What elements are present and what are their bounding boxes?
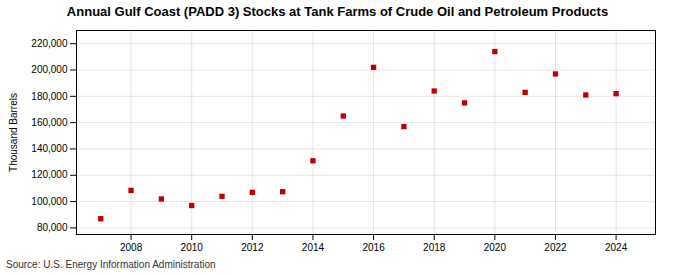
svg-text:Thousand Barrels: Thousand Barrels xyxy=(8,93,19,172)
svg-text:200,000: 200,000 xyxy=(31,64,68,75)
svg-text:2010: 2010 xyxy=(181,242,204,253)
svg-text:100,000: 100,000 xyxy=(31,196,68,207)
svg-text:2018: 2018 xyxy=(423,242,446,253)
svg-text:180,000: 180,000 xyxy=(31,91,68,102)
svg-text:140,000: 140,000 xyxy=(31,143,68,154)
svg-text:160,000: 160,000 xyxy=(31,117,68,128)
svg-text:80,000: 80,000 xyxy=(37,222,68,233)
svg-text:2008: 2008 xyxy=(120,242,143,253)
svg-text:120,000: 120,000 xyxy=(31,169,68,180)
svg-text:2020: 2020 xyxy=(484,242,507,253)
svg-text:2014: 2014 xyxy=(302,242,325,253)
svg-text:2024: 2024 xyxy=(605,242,628,253)
svg-text:2022: 2022 xyxy=(544,242,567,253)
svg-text:2016: 2016 xyxy=(362,242,385,253)
svg-text:220,000: 220,000 xyxy=(31,38,68,49)
svg-text:2012: 2012 xyxy=(241,242,264,253)
html-text:Annual Gulf Coast (PADD 3) Sto: Annual Gulf Coast (PADD 3) Stocks at Tan… xyxy=(66,4,609,19)
html-text:Source: U.S. Energy Informatio: Source: U.S. Energy Information Administ… xyxy=(6,259,216,270)
